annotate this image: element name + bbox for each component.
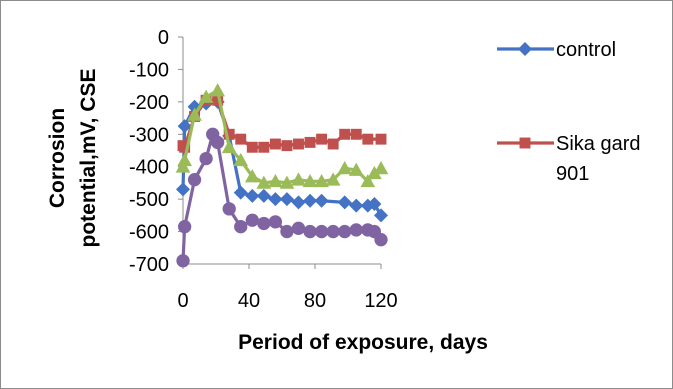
data-point bbox=[187, 173, 202, 187]
y-tick-label: -300 bbox=[129, 124, 169, 146]
series-3 bbox=[175, 83, 389, 189]
data-point bbox=[291, 195, 306, 210]
data-point bbox=[303, 224, 317, 239]
y-tick-label: -100 bbox=[129, 59, 169, 81]
data-point bbox=[291, 221, 306, 235]
series-4 bbox=[176, 127, 388, 268]
data-point bbox=[338, 224, 352, 239]
data-point bbox=[349, 223, 363, 237]
data-point bbox=[268, 215, 283, 229]
data-point bbox=[256, 188, 271, 203]
data-point bbox=[176, 254, 190, 268]
data-point bbox=[245, 213, 259, 227]
y-tick-label: 0 bbox=[158, 27, 169, 49]
data-point bbox=[246, 141, 258, 153]
legend-entry: control bbox=[497, 39, 616, 61]
data-point bbox=[258, 141, 270, 153]
data-point bbox=[256, 175, 272, 189]
y-axis-title-line: Corrosion bbox=[46, 108, 69, 208]
data-point bbox=[212, 94, 224, 106]
data-point bbox=[244, 169, 260, 183]
data-point bbox=[375, 133, 387, 145]
data-point bbox=[176, 182, 190, 197]
data-point bbox=[221, 139, 237, 154]
data-point bbox=[304, 136, 316, 148]
series-layer bbox=[175, 83, 389, 268]
data-point bbox=[314, 173, 329, 188]
data-point bbox=[280, 224, 294, 239]
data-point bbox=[268, 192, 283, 207]
data-point bbox=[350, 128, 362, 140]
data-point bbox=[257, 216, 271, 231]
data-point bbox=[314, 224, 329, 239]
data-point bbox=[177, 152, 192, 167]
data-point bbox=[314, 193, 329, 208]
data-point bbox=[199, 151, 213, 166]
y-tick-label: -400 bbox=[129, 157, 169, 179]
legend-marker bbox=[519, 137, 531, 149]
data-point bbox=[268, 173, 283, 188]
legend-label: Sika gard bbox=[556, 133, 641, 155]
y-axis-title-line: potential,mV, CSE bbox=[77, 69, 100, 248]
data-point bbox=[279, 175, 295, 189]
data-point bbox=[291, 172, 306, 186]
data-point bbox=[245, 188, 260, 203]
data-point bbox=[234, 220, 248, 234]
data-point bbox=[367, 197, 382, 212]
legend-marker bbox=[518, 42, 532, 56]
data-point bbox=[303, 193, 318, 208]
data-point bbox=[187, 107, 202, 121]
data-point bbox=[210, 83, 225, 97]
data-point bbox=[179, 141, 191, 153]
x-tick-label: 120 bbox=[364, 290, 397, 312]
data-point bbox=[235, 133, 247, 145]
data-point bbox=[367, 165, 382, 180]
data-point bbox=[279, 192, 294, 207]
data-point bbox=[178, 220, 192, 234]
data-point bbox=[177, 119, 192, 134]
x-tick-label: 80 bbox=[304, 290, 326, 312]
legend-entry: Sika gard 901 bbox=[497, 133, 641, 185]
data-point bbox=[223, 128, 235, 140]
data-point bbox=[293, 138, 304, 150]
data-point bbox=[362, 133, 374, 145]
legend: control Sika gard 901 bbox=[497, 39, 641, 185]
data-point bbox=[326, 224, 340, 239]
data-point bbox=[348, 162, 364, 176]
data-point bbox=[233, 185, 248, 200]
y-tick-label: -500 bbox=[129, 189, 169, 211]
data-point bbox=[325, 172, 341, 186]
axis-titles: Period of exposure, days Corrosion potenti… bbox=[46, 69, 488, 354]
data-point bbox=[374, 208, 388, 223]
data-point bbox=[198, 89, 214, 103]
x-tick-label: 0 bbox=[177, 290, 188, 312]
data-point bbox=[337, 195, 352, 210]
y-tick-label: -200 bbox=[129, 92, 169, 114]
data-point bbox=[327, 138, 339, 150]
data-point bbox=[374, 233, 388, 247]
y-tick-label: -600 bbox=[129, 222, 169, 244]
data-point bbox=[373, 160, 389, 175]
data-point bbox=[211, 135, 225, 150]
data-point bbox=[349, 198, 364, 213]
data-point bbox=[222, 202, 236, 216]
x-axis-title: Period of exposure, days bbox=[238, 331, 488, 354]
data-point bbox=[269, 138, 281, 150]
data-point bbox=[339, 128, 351, 140]
x-tick-label: 40 bbox=[238, 290, 260, 312]
data-point bbox=[233, 152, 249, 167]
data-point bbox=[360, 173, 376, 188]
legend-label: control bbox=[556, 39, 616, 61]
data-point bbox=[302, 173, 318, 188]
data-point bbox=[337, 160, 353, 175]
y-tick-label: -700 bbox=[129, 254, 169, 276]
legend-label: 901 bbox=[556, 163, 589, 185]
data-point bbox=[316, 133, 328, 145]
data-point bbox=[281, 140, 293, 152]
